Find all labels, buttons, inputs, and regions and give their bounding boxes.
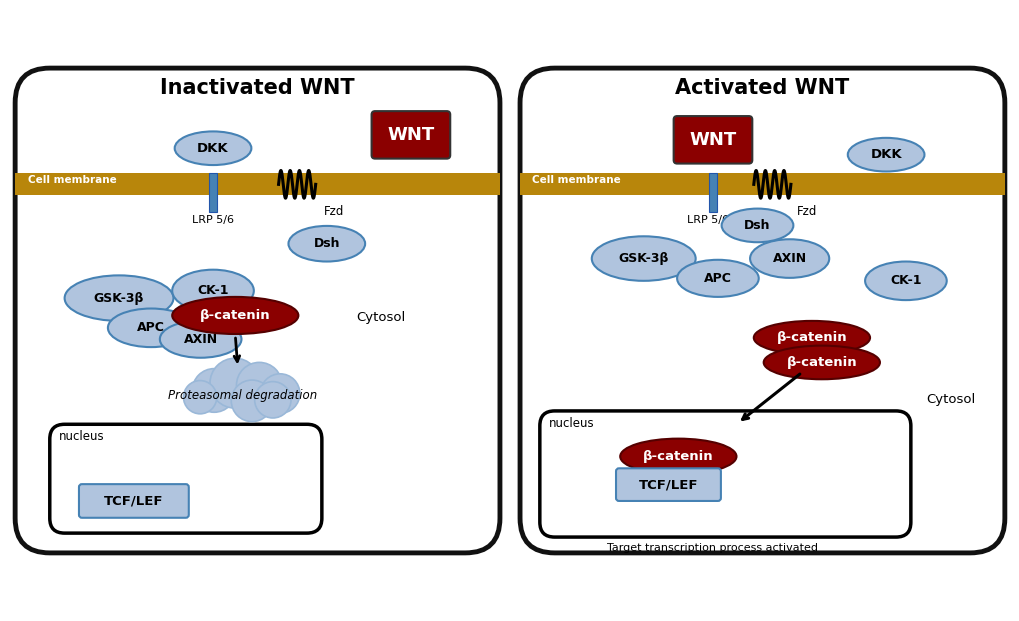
Ellipse shape [749,239,828,278]
Circle shape [231,380,272,422]
Text: LRP 5/6: LRP 5/6 [192,215,233,225]
Bar [15,173,499,195]
Text: Dsh: Dsh [744,219,770,232]
Text: β-catenin: β-catenin [642,450,713,463]
Circle shape [236,363,282,408]
Ellipse shape [172,297,299,334]
Bar [208,173,217,212]
Text: WNT: WNT [387,126,434,144]
Ellipse shape [847,138,923,171]
Text: Target transcription process activated: Target transcription process activated [607,543,817,553]
Text: WNT: WNT [689,131,736,149]
Text: Fzd: Fzd [324,205,344,218]
FancyBboxPatch shape [520,68,1004,553]
FancyBboxPatch shape [50,424,322,533]
Text: Cell membrane: Cell membrane [28,175,116,186]
Text: DKK: DKK [869,148,901,161]
Text: Proteasomal degradation: Proteasomal degradation [168,389,317,402]
Ellipse shape [172,270,254,312]
Circle shape [210,358,260,408]
Ellipse shape [591,237,695,281]
Text: Cell membrane: Cell membrane [532,175,621,186]
Ellipse shape [763,346,879,379]
FancyBboxPatch shape [615,468,720,501]
Bar [520,173,1004,195]
Ellipse shape [720,209,793,242]
FancyBboxPatch shape [539,411,910,537]
Text: Dsh: Dsh [313,237,339,250]
FancyBboxPatch shape [673,116,752,163]
Ellipse shape [753,321,869,355]
Text: AXIN: AXIN [771,252,806,265]
Text: APC: APC [138,321,165,334]
Text: β-catenin: β-catenin [775,331,847,344]
Text: TCF/LEF: TCF/LEF [104,494,163,507]
Text: Fzd: Fzd [796,205,816,218]
Text: nucleus: nucleus [59,430,104,443]
Text: Activated WNT: Activated WNT [675,78,849,98]
Text: LRP 5/6: LRP 5/6 [687,215,729,225]
Circle shape [255,382,290,418]
Ellipse shape [288,226,365,261]
Circle shape [183,381,216,414]
Text: TCF/LEF: TCF/LEF [638,478,698,491]
Text: CK-1: CK-1 [890,274,921,288]
Ellipse shape [64,275,173,321]
Text: β-catenin: β-catenin [786,356,856,369]
Text: Inactivated WNT: Inactivated WNT [160,78,355,98]
Text: AXIN: AXIN [183,333,217,346]
Ellipse shape [174,132,251,165]
Ellipse shape [620,438,736,474]
Ellipse shape [864,261,946,300]
FancyBboxPatch shape [15,68,499,553]
Text: GSK-3β: GSK-3β [94,292,144,305]
Text: Cytosol: Cytosol [357,311,406,324]
Text: CK-1: CK-1 [197,284,228,297]
FancyBboxPatch shape [78,484,189,518]
Ellipse shape [677,260,758,297]
FancyBboxPatch shape [371,111,449,158]
Text: GSK-3β: GSK-3β [618,252,668,265]
Text: DKK: DKK [197,142,228,155]
Ellipse shape [160,320,242,358]
Text: nucleus: nucleus [548,417,594,430]
Text: APC: APC [703,272,732,285]
Text: Cytosol: Cytosol [925,393,974,406]
Bar [708,173,716,212]
Ellipse shape [108,309,195,347]
Circle shape [193,369,235,412]
Circle shape [260,374,300,414]
Text: β-catenin: β-catenin [200,309,270,322]
